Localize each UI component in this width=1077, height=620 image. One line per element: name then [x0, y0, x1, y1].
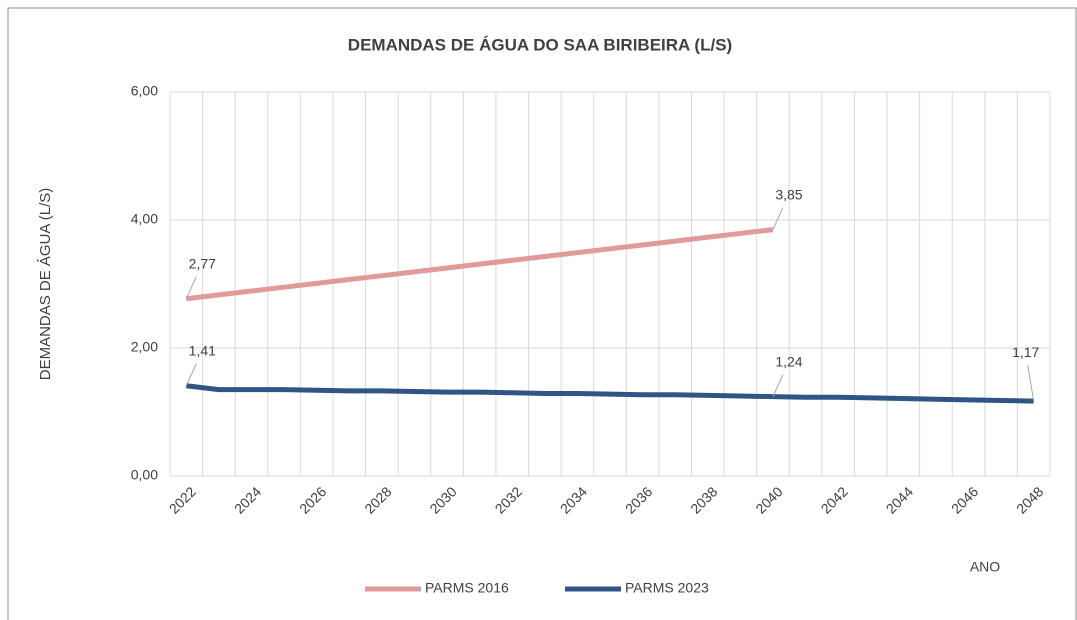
series-line — [186, 383, 1034, 404]
y-tick-label: 2,00 — [131, 339, 158, 355]
legend-label: PARMS 2016 — [425, 580, 509, 596]
label-leader — [772, 374, 784, 397]
x-axis-label: ANO — [970, 559, 1000, 575]
series-line — [186, 227, 774, 302]
y-tick-label: 6,00 — [131, 83, 158, 99]
data-label: 1,24 — [775, 353, 802, 369]
y-tick-label: 0,00 — [131, 467, 158, 483]
label-leader — [1027, 365, 1035, 402]
label-leader — [185, 276, 197, 299]
label-leader — [772, 207, 784, 230]
legend-label: PARMS 2023 — [625, 580, 709, 596]
data-label: 1,17 — [1012, 344, 1039, 360]
y-axis-label: DEMANDAS DE ÁGUA (L/S) — [37, 188, 54, 381]
data-label: 1,41 — [189, 342, 216, 358]
chart-title: DEMANDAS DE ÁGUA DO SAA BIRIBEIRA (L/S) — [348, 35, 732, 54]
y-tick-label: 4,00 — [131, 211, 158, 227]
data-label: 3,85 — [775, 186, 802, 202]
chart-frame — [7, 7, 1077, 620]
data-label: 2,77 — [189, 255, 216, 271]
label-leader — [185, 363, 197, 386]
